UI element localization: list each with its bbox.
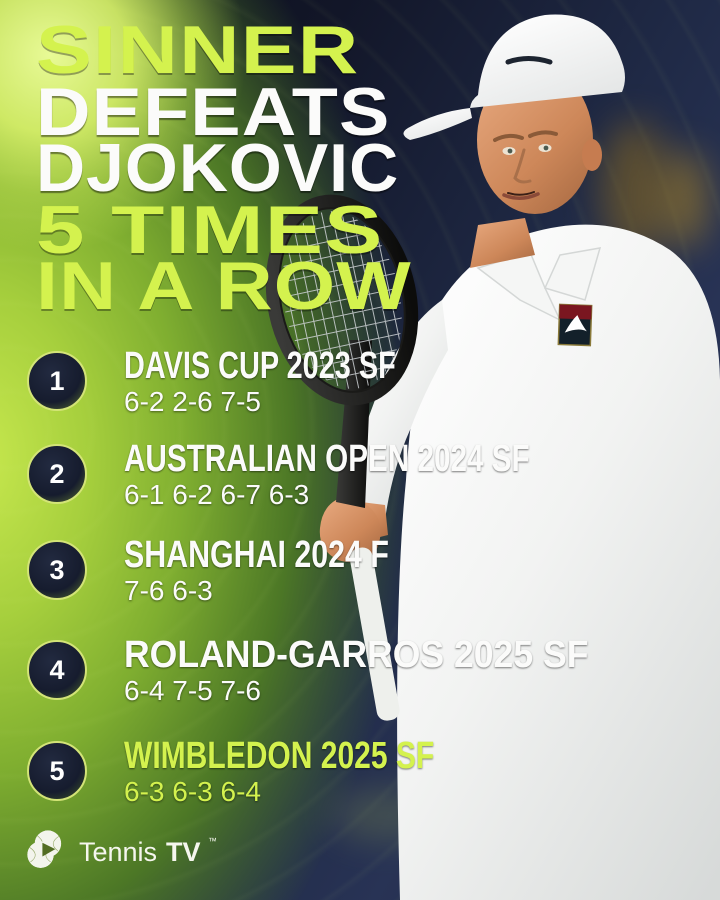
svg-text:™: ™ [208,836,216,846]
svg-text:Tennis: Tennis [79,837,157,867]
svg-text:TV: TV [166,837,201,867]
